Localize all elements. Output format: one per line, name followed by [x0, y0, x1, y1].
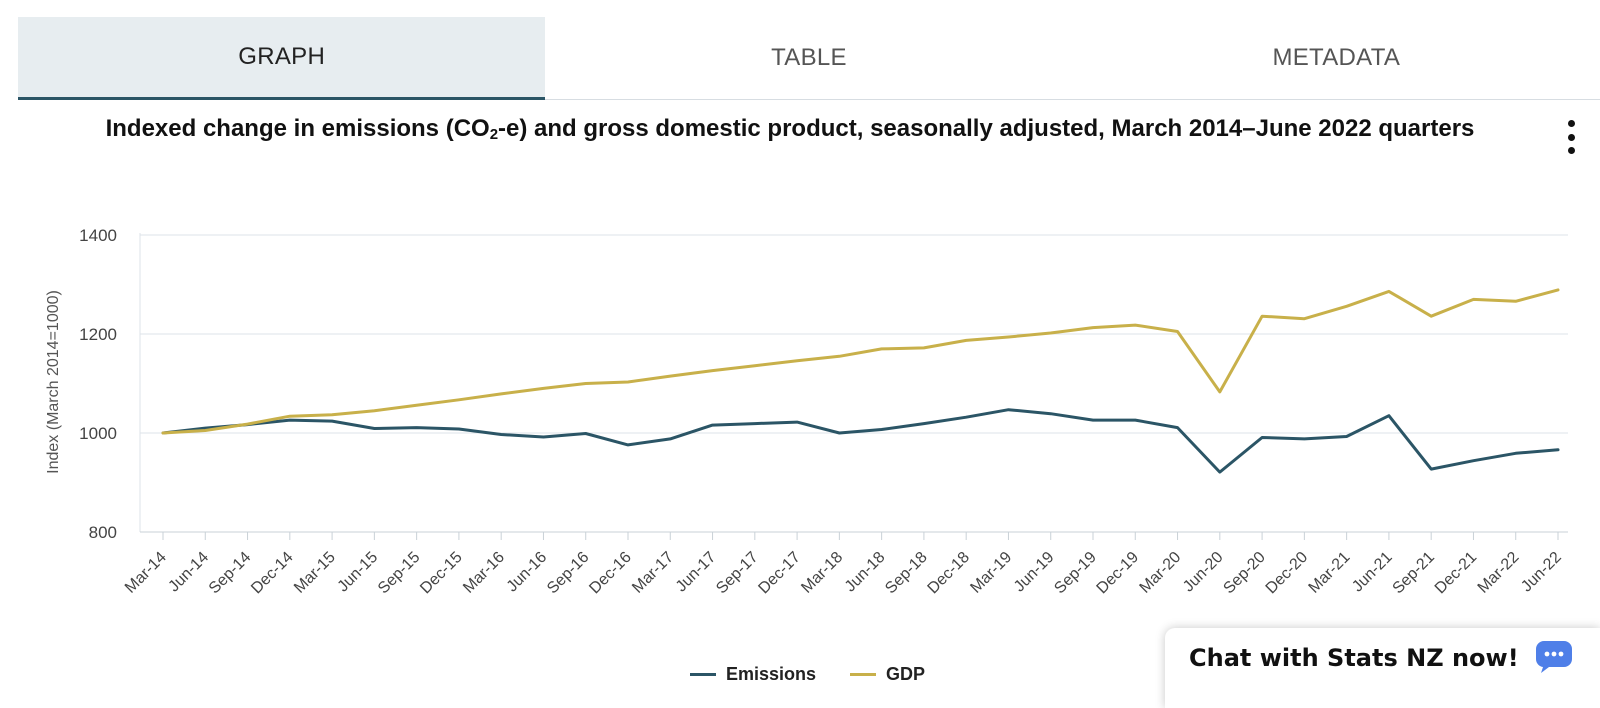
x-tick-label: Dec-20 — [1263, 549, 1312, 598]
x-tick-label: Jun-18 — [842, 549, 889, 596]
x-tick-label: Jun-15 — [335, 549, 382, 596]
x-tick-label: Dec-15 — [417, 549, 466, 598]
chart-title-part-2: -e) and gross domestic product, seasonal… — [498, 115, 1475, 142]
x-axis — [140, 531, 1568, 540]
x-tick-label: Mar-15 — [291, 549, 339, 597]
x-tick-label: Sep-16 — [544, 549, 593, 598]
x-tick-label: Sep-14 — [206, 549, 255, 598]
x-tick-label: Dec-17 — [755, 549, 804, 598]
chart-title-part-1: Indexed change in emissions (CO — [105, 115, 490, 142]
tab-table[interactable]: TABLE — [771, 44, 847, 71]
x-tick-label: Jun-14 — [165, 549, 212, 596]
x-tick-label: Dec-14 — [248, 549, 297, 598]
x-tick-label: Dec-21 — [1432, 549, 1481, 598]
vertical-ellipsis-icon — [1567, 147, 1575, 154]
tab-metadata[interactable]: METADATA — [1272, 44, 1401, 71]
x-tick-label: Jun-19 — [1011, 549, 1058, 596]
series-line-gdp — [161, 288, 1560, 435]
tab-bar: GRAPH TABLE METADATA — [18, 17, 1600, 100]
x-tick-label: Sep-15 — [375, 549, 424, 598]
legend-label-gdp: GDP — [886, 664, 926, 684]
line-chart: 800 1000 1200 1400 Mar-14Jun-14Sep-14Dec-14… — [45, 226, 1568, 598]
y-tick-label: 1400 — [79, 226, 117, 245]
x-tick-label: Mar-17 — [629, 549, 677, 597]
x-tick-label: Jun-17 — [673, 549, 720, 596]
x-tick-label: Jun-20 — [1180, 549, 1227, 596]
chat-bubble-icon[interactable] — [1535, 640, 1573, 674]
chart-title: Indexed change in emissions (CO2-e) and … — [90, 113, 1490, 145]
series-line-emissions — [161, 408, 1560, 474]
tab-graph[interactable]: GRAPH — [18, 17, 546, 100]
vertical-ellipsis-icon — [1567, 120, 1575, 127]
y-axis-label: Index (March 2014=1000) — [45, 290, 62, 474]
x-tick-label: Sep-17 — [713, 549, 762, 598]
y-tick-label: 800 — [89, 523, 117, 542]
x-tick-label: Mar-14 — [122, 549, 170, 597]
x-tick-label: Dec-18 — [925, 549, 974, 598]
chat-label: Chat with Stats NZ now! — [1189, 644, 1519, 672]
x-tick-label: Sep-19 — [1051, 549, 1100, 598]
x-tick-label: Jun-21 — [1349, 549, 1396, 596]
x-tick-label: Sep-21 — [1390, 549, 1439, 598]
legend-item-gdp[interactable]: GDP — [850, 664, 925, 685]
x-tick-label: Mar-18 — [798, 549, 846, 597]
chat-widget[interactable]: Chat with Stats NZ now! — [1165, 628, 1600, 708]
x-axis-ticks: Mar-14Jun-14Sep-14Dec-14Mar-15Jun-15Sep-… — [122, 549, 1565, 598]
x-tick-label: Dec-16 — [586, 549, 635, 598]
chart-title-subscript: 2 — [489, 126, 499, 143]
series-lines — [161, 288, 1560, 474]
gridlines — [139, 233, 1568, 532]
x-tick-label: Mar-20 — [1137, 549, 1185, 597]
legend-label-emissions: Emissions — [725, 664, 817, 684]
x-tick-label: Sep-20 — [1220, 549, 1269, 598]
x-tick-label: Mar-19 — [967, 549, 1015, 597]
y-axis-ticks: 800 1000 1200 1400 — [79, 226, 117, 542]
x-tick-label: Sep-18 — [882, 549, 931, 598]
x-tick-label: Jun-22 — [1518, 549, 1565, 596]
chart-legend: Emissions GDP — [0, 664, 1600, 685]
x-tick-label: Dec-19 — [1094, 549, 1143, 598]
legend-swatch-emissions — [689, 673, 716, 676]
legend-swatch-gdp — [850, 673, 877, 676]
x-tick-label: Mar-22 — [1475, 549, 1523, 597]
vertical-ellipsis-icon — [1567, 133, 1575, 141]
y-tick-label: 1000 — [79, 424, 117, 443]
x-tick-label: Jun-16 — [504, 549, 551, 596]
x-tick-label: Mar-16 — [460, 549, 508, 597]
chart-menu-button[interactable] — [1561, 120, 1581, 154]
y-tick-label: 1200 — [79, 325, 117, 344]
x-tick-label: Mar-21 — [1306, 549, 1354, 597]
legend-item-emissions[interactable]: Emissions — [689, 664, 817, 685]
